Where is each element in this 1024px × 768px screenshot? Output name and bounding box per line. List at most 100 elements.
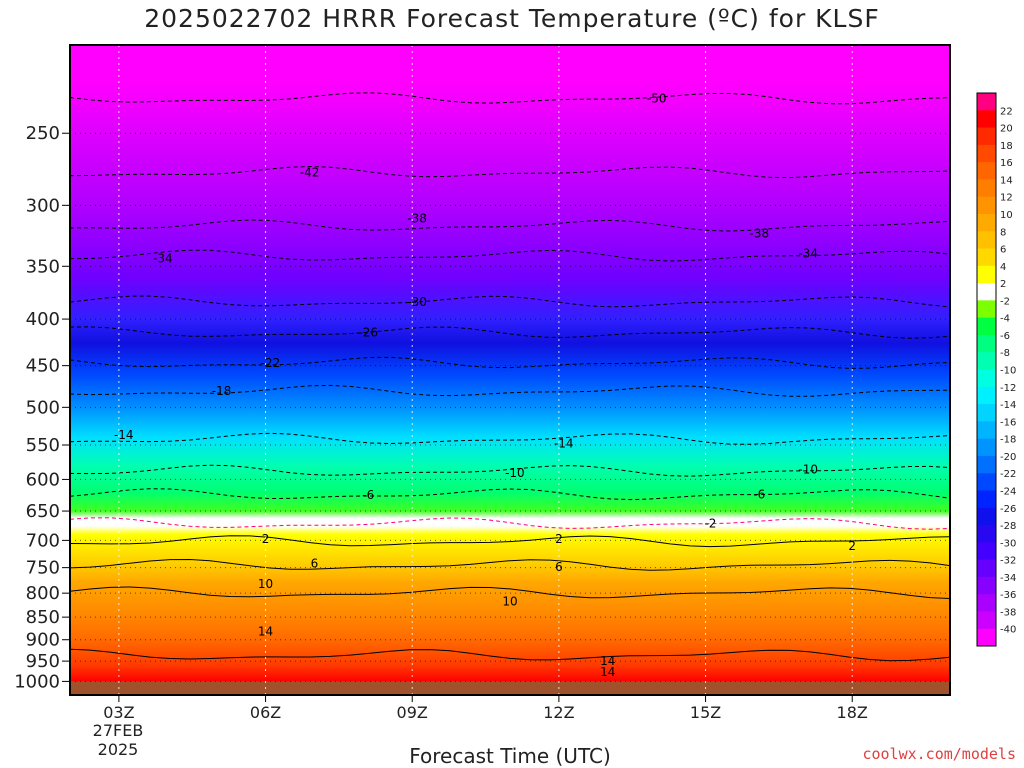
colorbar-label: -28 (1000, 521, 1016, 532)
x-tick-label: 09Z (397, 703, 428, 722)
y-tick-label: 950 (26, 651, 60, 672)
isotherm-line (70, 517, 950, 530)
isotherm-label: -2 (704, 517, 716, 531)
y-tick-label: 500 (26, 397, 60, 418)
x-tick-label: 15Z (690, 703, 721, 722)
isotherm-line (70, 488, 950, 501)
colorbar: 22 20 18 16 14 12 10 8 6 4 2 -2 -4 -6 -8 -10 -12 -14 -16 -1… (976, 92, 1016, 647)
colorbar-swatch (977, 611, 996, 630)
y-tick-label: 550 (26, 435, 60, 456)
y-tick-label: 700 (26, 530, 60, 551)
colorbar-label: -4 (1000, 314, 1010, 325)
isotherm-label: -34 (153, 251, 173, 265)
colorbar-label: -14 (1000, 400, 1016, 411)
colorbar-frame (976, 92, 997, 647)
y-tick-label: 400 (26, 309, 60, 330)
colorbar-swatch (977, 265, 996, 284)
isotherm-line (70, 464, 950, 477)
x-axis-title: Forecast Time (UTC) (409, 744, 611, 768)
ground-layer (70, 681, 950, 695)
isotherm-label: 2 (262, 532, 270, 546)
colorbar-swatch (977, 507, 996, 526)
isotherm-label: -30 (407, 295, 427, 309)
colorbar-label: 6 (1000, 245, 1006, 256)
isotherm-label: -14 (114, 428, 134, 442)
x-tick-label: 03Z (103, 703, 134, 722)
temperature-field (70, 45, 950, 695)
credit-link[interactable]: coolwx.com/models (862, 745, 1016, 763)
colorbar-swatch (977, 231, 996, 250)
y-tick-label: 800 (26, 583, 60, 604)
y-tick-label: 650 (26, 501, 60, 522)
colorbar-label: 4 (1000, 262, 1006, 273)
isotherm-label: -10 (798, 462, 818, 476)
y-tick-label: 900 (26, 630, 60, 651)
isotherm-label: -38 (407, 211, 427, 225)
y-tick-label: 600 (26, 469, 60, 490)
date-label-line1: 27FEB (93, 721, 144, 740)
x-tick-label: 06Z (250, 703, 281, 722)
colorbar-swatch (977, 473, 996, 491)
isotherm-label: -10 (505, 466, 525, 480)
colorbar-label: -12 (1000, 383, 1016, 394)
colorbar-label: -20 (1000, 452, 1016, 463)
colorbar-label: 20 (1000, 124, 1013, 135)
isotherm-label: -50 (647, 92, 667, 106)
isotherm-label: -22 (261, 356, 281, 370)
colorbar-swatch (977, 628, 996, 647)
isotherm-line (70, 219, 950, 232)
colorbar-label: -2 (1000, 296, 1010, 307)
colorbar-swatch (977, 248, 996, 267)
y-tick-label: 750 (26, 558, 60, 579)
colorbar-label: -18 (1000, 435, 1016, 446)
isotherm-line (70, 586, 950, 599)
isotherm-label: -34 (798, 247, 818, 261)
isotherm-label: -18 (212, 384, 232, 398)
colorbar-swatch (977, 213, 996, 232)
colorbar-swatch (977, 352, 996, 370)
isotherm-label: 2 (848, 539, 856, 553)
isotherm-label: 10 (502, 594, 517, 608)
colorbar-label: 10 (1000, 210, 1013, 221)
plot-frame (69, 44, 951, 696)
y-tick-label: 250 (26, 123, 60, 144)
isotherm-label: -14 (554, 437, 574, 451)
isotherm-label: 14 (600, 665, 615, 679)
isotherm-line (70, 384, 950, 397)
colorbar-label: -16 (1000, 417, 1016, 428)
colorbar-swatch (977, 490, 996, 509)
plot-area: -50-42-38-38-34 -34-30-26-22-18-14-14-10-… (69, 44, 951, 696)
colorbar-label: 14 (1000, 175, 1013, 186)
colorbar-swatch (977, 127, 996, 146)
colorbar-swatch (977, 594, 996, 612)
colorbar-swatch (977, 576, 996, 595)
colorbar-swatch (977, 421, 996, 440)
colorbar-swatch (977, 179, 996, 198)
colorbar-swatch (977, 455, 996, 474)
isotherm-label: 14 (600, 654, 615, 668)
colorbar-swatch (977, 283, 996, 301)
isotherm-label: 6 (555, 560, 563, 574)
y-tick-label: 850 (26, 607, 60, 628)
colorbar-swatch (977, 438, 996, 457)
isotherm-line (70, 249, 950, 262)
colorbar-label: 16 (1000, 158, 1013, 169)
isotherm-line (70, 326, 950, 339)
isotherm-label: 10 (258, 577, 273, 591)
isotherm-label: -42 (300, 165, 320, 179)
colorbar-swatch (977, 334, 996, 353)
colorbar-label: -30 (1000, 538, 1016, 549)
isotherm-label: -6 (753, 487, 765, 501)
colorbar-label: -40 (1000, 625, 1016, 636)
isotherm-line (70, 648, 950, 662)
colorbar-label: -32 (1000, 556, 1016, 567)
colorbar-label: 18 (1000, 141, 1013, 152)
colorbar-label: -34 (1000, 573, 1016, 584)
colorbar-swatch (977, 525, 996, 543)
colorbar-swatch (977, 110, 996, 129)
x-axis: 27FEB 2025 03Z 06Z 09Z 12Z 15Z 18Z (93, 695, 868, 759)
colorbar-swatch (977, 93, 996, 111)
x-tick-label: 12Z (543, 703, 574, 722)
colorbar-label: -36 (1000, 590, 1016, 601)
